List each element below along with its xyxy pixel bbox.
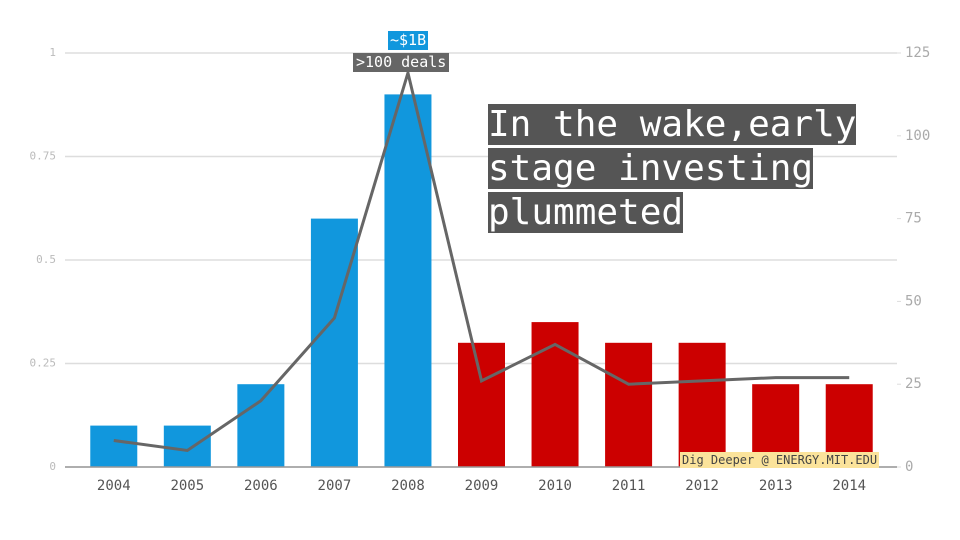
y2-tick-label: 50 bbox=[905, 293, 922, 309]
x-tick-label: 2009 bbox=[465, 478, 499, 494]
x-tick-label: 2012 bbox=[685, 478, 719, 494]
annotation: ~$1B bbox=[388, 31, 429, 50]
x-tick-label: 2007 bbox=[318, 478, 352, 494]
bar bbox=[605, 342, 653, 467]
bar bbox=[163, 425, 211, 467]
bar bbox=[458, 342, 505, 467]
y2-tick-label: 75 bbox=[905, 211, 922, 227]
x-tick-label: 2013 bbox=[759, 478, 793, 494]
bar bbox=[531, 322, 579, 467]
line bbox=[113, 67, 850, 453]
y-tick-label: 0.75 bbox=[30, 150, 57, 163]
x-tick-label: 2010 bbox=[538, 478, 572, 494]
y-tick-label: 1 bbox=[49, 46, 56, 59]
x-tick-label: 2008 bbox=[391, 478, 425, 494]
bar bbox=[237, 384, 285, 467]
x-tick-label: 2004 bbox=[97, 478, 131, 494]
bar bbox=[678, 342, 726, 467]
y-tick-label: 0.25 bbox=[30, 357, 57, 370]
y2-tick-label: 0 bbox=[905, 459, 913, 475]
x-tick-label: 2005 bbox=[170, 478, 204, 494]
x-tick-label: 2014 bbox=[832, 478, 866, 494]
y-tick-label: 0 bbox=[49, 460, 56, 473]
annotation-box: In the wake,early stage investing plumme… bbox=[488, 103, 878, 235]
bar bbox=[90, 425, 138, 467]
bar bbox=[310, 218, 358, 467]
y2-tick-label: 25 bbox=[905, 376, 922, 392]
bar bbox=[384, 94, 432, 468]
x-tick-label: 2006 bbox=[244, 478, 278, 494]
y2-tick-label: 125 bbox=[905, 45, 930, 61]
headline: In the wake,early stage investing plumme… bbox=[488, 104, 857, 233]
annotation: >100 deals bbox=[353, 53, 450, 72]
credit: Dig Deeper @ ENERGY.MIT.EDU bbox=[680, 452, 880, 468]
y-tick-label: 0.5 bbox=[36, 253, 56, 266]
x-tick-label: 2011 bbox=[612, 478, 646, 494]
y2-tick-label: 100 bbox=[905, 128, 930, 144]
